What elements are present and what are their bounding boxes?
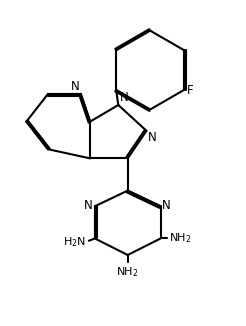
Text: N: N — [148, 131, 157, 144]
Text: N: N — [84, 199, 93, 212]
Text: F: F — [187, 84, 194, 97]
Text: H$_2$N: H$_2$N — [63, 235, 86, 249]
Text: N: N — [162, 199, 171, 212]
Text: N: N — [70, 80, 79, 93]
Text: NH$_2$: NH$_2$ — [169, 231, 192, 245]
Text: N: N — [120, 91, 129, 104]
Text: NH$_2$: NH$_2$ — [116, 265, 139, 278]
